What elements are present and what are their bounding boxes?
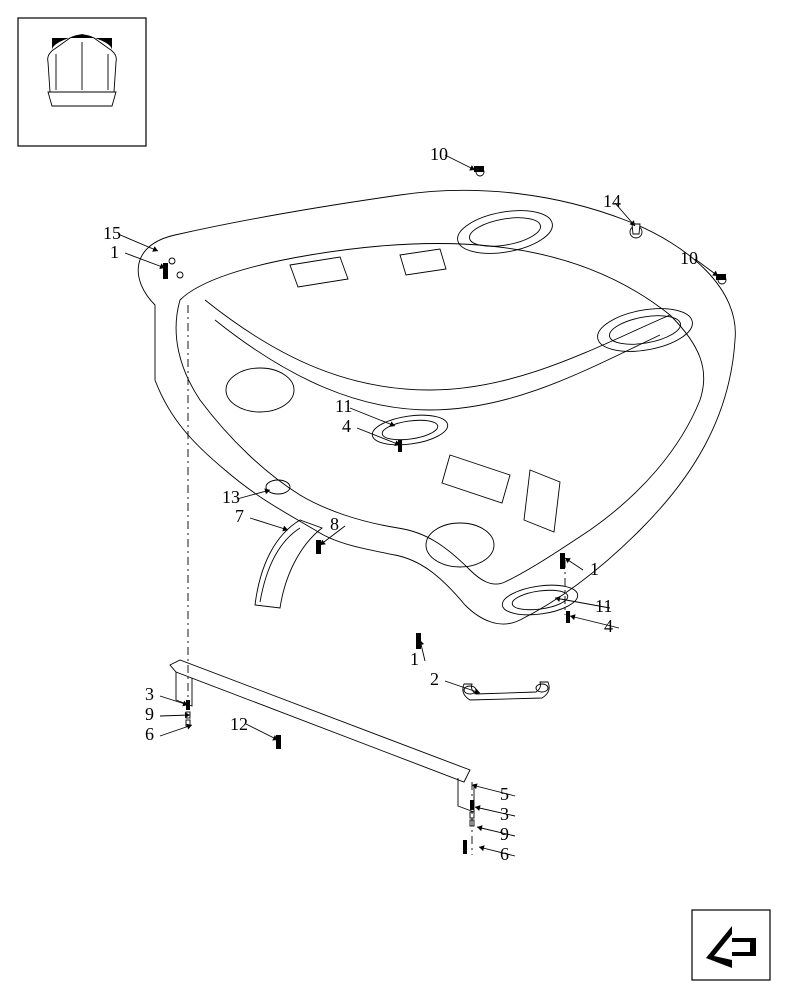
callout-10a: 10 [430,144,475,170]
callout-label-11b: 11 [595,596,612,616]
part-cap [266,480,290,494]
callout-label-4b: 4 [604,616,613,636]
part-screw-12 [276,735,281,749]
callout-label-1c: 1 [410,649,419,669]
callout-label-1a: 1 [110,242,119,262]
callout-label-10b: 10 [680,248,698,268]
callout-label-1b: 1 [590,559,599,579]
callout-6b: 6 [479,844,515,864]
callout-label-6b: 6 [500,844,509,864]
part-nut-10-a [474,166,484,172]
part-screw-1-a [163,263,168,279]
callout-3a: 3 [145,684,188,706]
callout-12: 12 [230,714,278,740]
callout-4a: 4 [342,416,400,446]
callout-14: 14 [603,191,635,226]
callout-label-12: 12 [230,714,248,734]
callout-label-8: 8 [330,514,339,534]
callout-11b: 11 [555,596,612,616]
callout-9b: 9 [477,824,515,844]
callout-label-15: 15 [103,223,121,243]
callout-label-6a: 6 [145,724,154,744]
callout-label-13: 13 [222,487,240,507]
callouts: 1511014101141378111412396125396 [103,144,718,864]
callout-3b: 3 [475,804,515,824]
callout-5: 5 [472,783,515,804]
part-speaker-grille-left [370,411,449,449]
part-clip-14 [632,224,640,234]
callout-label-2: 2 [430,669,439,689]
callout-label-9a: 9 [145,704,154,724]
callout-13: 13 [222,487,270,507]
callout-label-11a: 11 [335,396,352,416]
callout-label-3a: 3 [145,684,154,704]
callout-8: 8 [320,514,345,545]
callout-1a: 1 [110,242,165,269]
callout-label-14: 14 [603,191,621,211]
thumbnail [18,18,146,146]
callout-2: 2 [430,669,480,694]
diagram-canvas: 1511014101141378111412396125396 [0,0,788,1000]
callout-label-10a: 10 [430,144,448,164]
part-screw-4-a [398,440,402,452]
callout-label-4a: 4 [342,416,351,436]
callout-4b: 4 [570,614,619,636]
part-screw-8 [316,540,321,554]
callout-label-5: 5 [500,784,509,804]
part-support-bar-5 [170,660,474,812]
callout-6a: 6 [145,724,192,744]
main-part-headliner [138,168,735,624]
callout-10b: 10 [680,248,718,276]
nav-return-button[interactable] [692,910,770,980]
callout-label-3b: 3 [500,804,509,824]
part-screw-1-b [560,553,565,569]
part-trim-7 [255,520,322,608]
callout-9a: 9 [145,704,190,724]
callout-label-9b: 9 [500,824,509,844]
part-screw-4-b [566,611,570,623]
callout-label-7: 7 [235,506,244,526]
callout-1b: 1 [565,558,599,579]
